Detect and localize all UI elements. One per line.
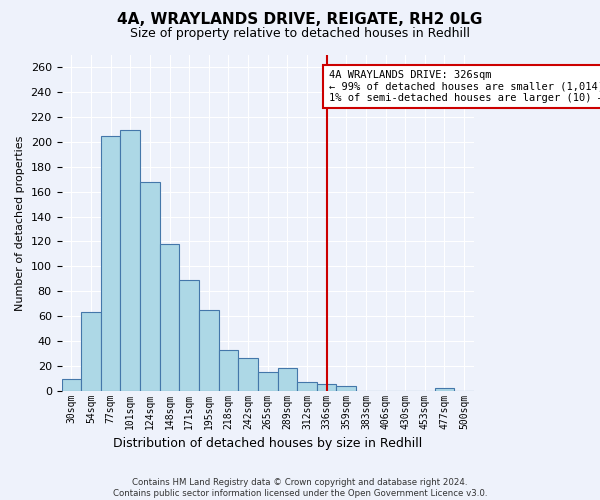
Bar (434, 388, 454, 390)
Bar (218, 350, 238, 391)
Text: Contains HM Land Registry data © Crown copyright and database right 2024.
Contai: Contains HM Land Registry data © Crown c… (113, 478, 487, 498)
Text: Size of property relative to detached houses in Redhill: Size of property relative to detached ho… (130, 28, 470, 40)
Y-axis label: Number of detached properties: Number of detached properties (15, 135, 25, 310)
Bar (278, 368, 297, 390)
Bar (101, 136, 121, 390)
Bar (199, 310, 218, 390)
Bar (81, 312, 101, 390)
X-axis label: Distribution of detached houses by size in Redhill: Distribution of detached houses by size … (113, 437, 422, 450)
Bar (337, 386, 356, 390)
Bar (238, 358, 258, 390)
Bar (297, 382, 317, 390)
Text: 4A WRAYLANDS DRIVE: 326sqm
← 99% of detached houses are smaller (1,014)
1% of se: 4A WRAYLANDS DRIVE: 326sqm ← 99% of deta… (329, 70, 600, 103)
Bar (160, 244, 179, 390)
Bar (121, 130, 140, 390)
Text: 4A, WRAYLANDS DRIVE, REIGATE, RH2 0LG: 4A, WRAYLANDS DRIVE, REIGATE, RH2 0LG (118, 12, 482, 28)
Bar (62, 380, 81, 390)
Bar (140, 182, 160, 390)
Bar (258, 372, 278, 390)
Bar (317, 384, 337, 390)
Bar (179, 280, 199, 390)
